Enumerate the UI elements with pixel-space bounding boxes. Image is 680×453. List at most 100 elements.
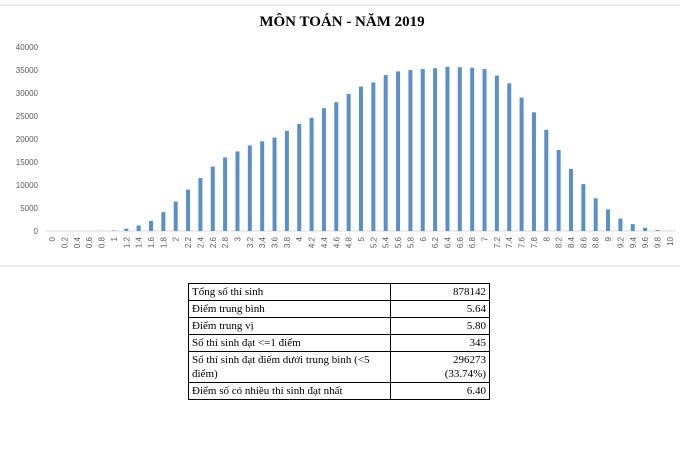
- x-tick-label: 10: [666, 236, 675, 245]
- x-tick-label: 4.4: [320, 236, 329, 248]
- table-row: Điểm trung vị 5.80: [188, 317, 490, 335]
- bar: [272, 137, 277, 231]
- bar: [334, 102, 339, 231]
- x-tick-label: 4: [295, 236, 304, 241]
- x-tick-label: 8.8: [592, 236, 601, 248]
- bar: [210, 166, 215, 231]
- table-row: Điểm trung bình 5.64: [188, 300, 490, 318]
- x-tick-label: 7.8: [530, 236, 539, 248]
- x-tick-label: 1.4: [135, 236, 144, 248]
- bar: [260, 141, 265, 231]
- bar: [321, 108, 326, 231]
- table-row: Số thí sinh đạt <=1 điểm 345: [188, 334, 490, 352]
- chart: MÔN TOÁN - NĂM 2019 0 5000 10000 15000 20000…: [0, 4, 680, 267]
- x-tick-label: 0.8: [98, 236, 107, 248]
- row-label: Điểm số có nhiều thí sinh đạt nhất: [188, 382, 391, 400]
- bar: [235, 151, 240, 231]
- table-row: Số thí sinh đạt điểm dưới trung bình (<5…: [188, 351, 490, 383]
- x-tick-label: 3: [233, 236, 242, 241]
- x-tick-label: 6: [419, 236, 428, 241]
- y-tick-label: 5000: [20, 204, 38, 213]
- x-tick-label: 0: [48, 236, 57, 241]
- bar: [544, 129, 549, 231]
- x-tick-label: 9.6: [641, 236, 650, 248]
- x-tick-label: 4.2: [308, 236, 317, 248]
- x-tick-label: 9.8: [653, 236, 662, 248]
- bar: [519, 97, 524, 231]
- bar: [396, 71, 401, 231]
- x-tick-label: 9: [604, 236, 613, 241]
- bar: [643, 227, 648, 231]
- x-tick-label: 0.6: [85, 236, 94, 248]
- x-tick-label: 6.8: [468, 236, 477, 248]
- value-text: 878142: [453, 286, 486, 298]
- value-text: 6.40: [466, 385, 486, 397]
- bar: [556, 150, 561, 231]
- bar: [346, 93, 351, 231]
- x-tick-label: 4.8: [345, 236, 354, 248]
- x-tick-label: 5.8: [406, 236, 415, 248]
- x-tick-label: 3.6: [271, 236, 280, 248]
- bar: [223, 157, 228, 231]
- bar: [149, 220, 153, 231]
- row-value: 296273 (33.74%): [390, 351, 490, 383]
- bar: [655, 230, 660, 231]
- bar: [507, 83, 512, 231]
- row-value: 6.40: [390, 382, 490, 400]
- bar: [420, 69, 425, 231]
- x-tick-label: 4.6: [332, 236, 341, 248]
- row-value: 5.64: [390, 300, 490, 318]
- x-tick-label: 0.4: [73, 236, 82, 248]
- x-tick-label: 6.4: [443, 236, 452, 248]
- bar: [359, 86, 363, 231]
- y-tick-label: 40000: [16, 43, 39, 52]
- bar: [445, 66, 450, 231]
- bar: [457, 67, 462, 232]
- row-label: Điểm trung vị: [188, 317, 391, 335]
- x-tick-label: 1.8: [159, 236, 168, 248]
- x-tick-label: 2.6: [209, 236, 218, 248]
- bar: [433, 68, 438, 231]
- row-label: Số thí sinh đạt điểm dưới trung bình (<5…: [188, 351, 391, 383]
- x-tick-label: 8.6: [579, 236, 588, 248]
- bar: [593, 198, 598, 231]
- bar: [606, 209, 611, 231]
- bar: [173, 201, 178, 231]
- y-tick-label: 20000: [16, 135, 39, 144]
- row-value: 345: [390, 334, 490, 352]
- x-tick-label: 7.4: [505, 236, 514, 248]
- table-row: Điểm số có nhiều thí sinh đạt nhất 6.40: [188, 382, 490, 400]
- row-label: Tổng số thí sinh: [188, 283, 391, 301]
- x-tick-label: 1.6: [147, 236, 156, 248]
- bar: [136, 225, 141, 231]
- bar: [581, 184, 586, 231]
- chart-title: MÔN TOÁN - NĂM 2019: [259, 13, 424, 30]
- bar: [408, 70, 413, 231]
- bar: [309, 117, 314, 231]
- table-row: Tổng số thí sinh 878142: [188, 283, 490, 301]
- bar: [630, 224, 635, 231]
- value-text: 345: [469, 337, 487, 349]
- bar: [161, 212, 166, 231]
- x-tick-label: 5.4: [382, 236, 391, 248]
- bar: [569, 168, 573, 231]
- x-tick-label: 6.6: [456, 236, 465, 248]
- y-tick-label: 10000: [16, 181, 39, 190]
- row-value: 5.80: [390, 317, 490, 335]
- x-tick-label: 2.2: [184, 236, 193, 248]
- x-tick-label: 7.6: [518, 236, 527, 248]
- bar: [618, 218, 623, 231]
- summary-table: Tổng số thí sinh 878142 Điểm trung bình 5.6…: [188, 283, 490, 400]
- x-tick-label: 3.2: [246, 236, 255, 248]
- x-tick-label: 7: [481, 236, 490, 241]
- y-tick-label: 0: [34, 227, 39, 236]
- value-text: 5.80: [466, 320, 486, 332]
- x-tick-label: 1.2: [122, 236, 131, 248]
- value-text: 5.64: [466, 303, 486, 315]
- x-tick-label: 5: [357, 236, 366, 241]
- x-tick-label: 1: [110, 236, 119, 241]
- x-tick-label: 2.4: [196, 236, 205, 248]
- y-tick-label: 15000: [16, 158, 39, 167]
- y-tick-label: 30000: [16, 89, 39, 98]
